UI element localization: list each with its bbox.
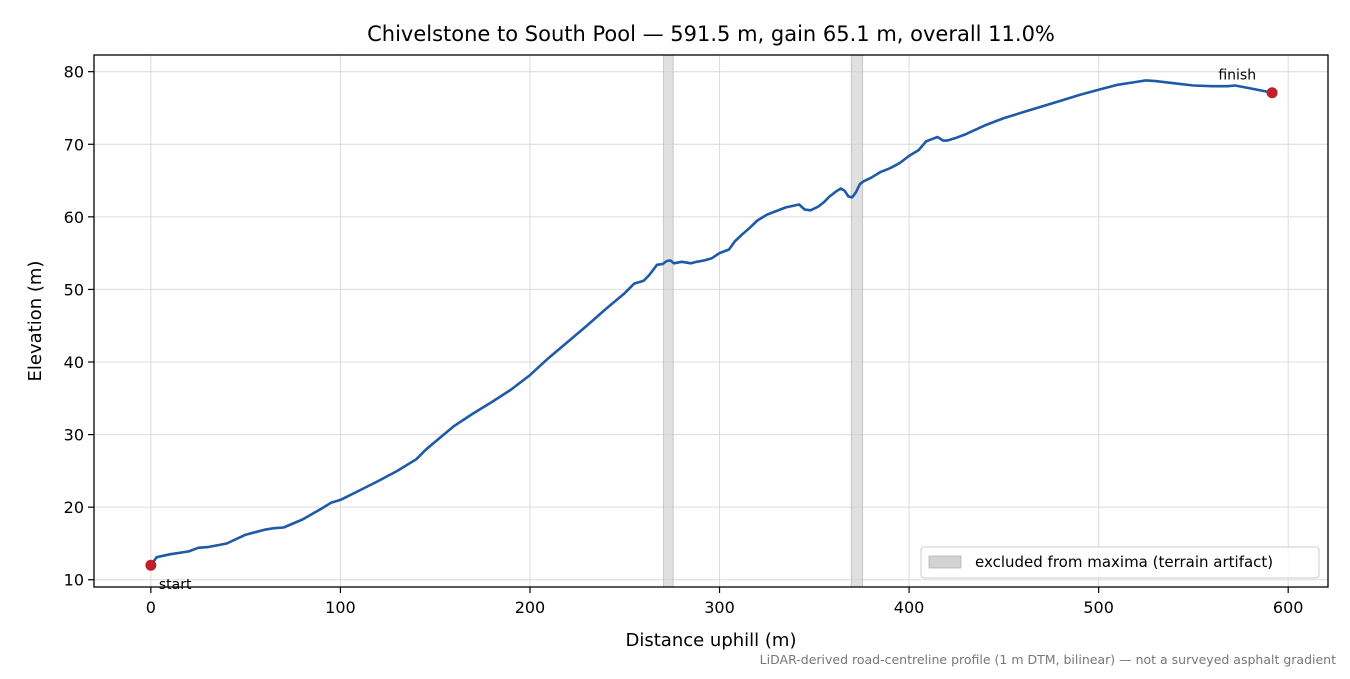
x-axis-label: Distance uphill (m) [626,630,797,651]
y-tick-label: 80 [64,63,84,82]
y-tick-label: 20 [64,498,84,517]
plot-frame [93,54,1329,588]
legend-label: excluded from maxima (terrain artifact) [975,553,1273,571]
x-tick-label: 0 [146,598,156,617]
elevation-line [149,79,1274,567]
y-tick-label: 30 [64,426,84,445]
x-tick-label: 100 [325,598,356,617]
x-tick-label: 400 [894,598,925,617]
excluded-band [850,54,864,588]
x-tick-label: 300 [704,598,735,617]
x-tick-label: 200 [515,598,546,617]
y-axis-label: Elevation (m) [25,261,46,382]
x-axis-ticks: 0 100 200 300 400 500 600 [146,587,1304,617]
chart-title: Chivelstone to South Pool — 591.5 m, gai… [367,22,1055,46]
legend: excluded from maxima (terrain artifact) [920,546,1320,579]
y-tick-label: 60 [64,208,84,227]
endpoint-markers: start finish [145,68,1278,593]
series-layer [149,79,1274,567]
y-tick-label: 50 [64,280,84,299]
legend-swatch [928,555,962,569]
y-tick-label: 40 [64,353,84,372]
grid-lines [94,55,1328,587]
start-label: start [159,577,192,593]
x-tick-label: 600 [1273,598,1304,617]
y-axis-ticks: 10 20 30 40 50 60 70 80 [64,63,94,590]
finish-marker [1266,87,1278,99]
y-tick-label: 70 [64,135,84,154]
excluded-band [663,54,674,588]
legend-box [920,546,1320,579]
x-tick-label: 500 [1083,598,1114,617]
y-tick-label: 10 [64,571,84,590]
finish-label: finish [1218,68,1256,84]
start-marker [145,559,157,571]
footnote: LiDAR-derived road-centreline profile (1… [760,652,1336,667]
